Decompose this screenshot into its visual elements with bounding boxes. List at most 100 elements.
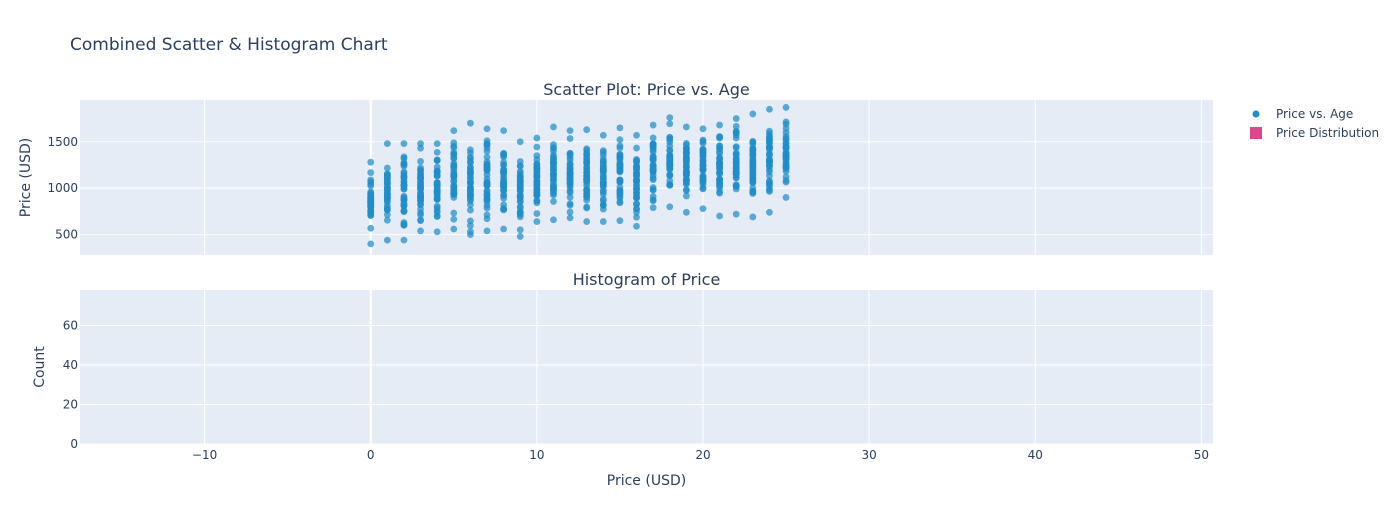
scatter-point	[716, 168, 723, 176]
scatter-point	[383, 216, 391, 224]
scatter-point	[550, 191, 557, 199]
scatter-point	[433, 182, 441, 190]
scatter-point	[533, 179, 541, 187]
scatter-point	[533, 197, 541, 204]
scatter-point	[566, 172, 574, 180]
histogram-y-tick-label: 40	[63, 358, 78, 372]
legend-item-histogram[interactable]: Price Distribution	[1250, 126, 1379, 140]
scatter-point	[433, 156, 441, 164]
scatter-point	[782, 177, 790, 184]
scatter-point	[483, 125, 491, 133]
scatter-point	[566, 193, 574, 201]
legend-scatter-marker	[1252, 110, 1260, 118]
scatter-point	[599, 172, 607, 180]
scatter-point	[566, 187, 574, 195]
scatter-point	[732, 144, 740, 152]
scatter-point	[633, 131, 640, 139]
scatter-point	[433, 148, 441, 156]
scatter-point	[516, 203, 524, 211]
legend-histogram-marker	[1250, 127, 1262, 139]
scatter-point	[666, 203, 674, 211]
scatter-point	[550, 145, 557, 152]
scatter-point	[782, 164, 790, 171]
scatter-point	[483, 190, 491, 198]
scatter-point	[400, 182, 408, 190]
scatter-point	[400, 154, 408, 162]
histogram-gridlines	[80, 290, 1213, 445]
scatter-point	[467, 119, 474, 127]
scatter-point	[483, 153, 491, 161]
scatter-point	[450, 162, 458, 170]
scatter-point	[599, 186, 607, 194]
scatter-y-tick-label: 500	[55, 228, 78, 242]
scatter-point	[766, 134, 773, 141]
scatter-point	[682, 123, 690, 131]
scatter-point	[666, 161, 674, 169]
scatter-point	[467, 222, 474, 230]
scatter-point	[433, 140, 441, 148]
scatter-point	[599, 158, 607, 166]
scatter-point	[649, 134, 657, 142]
scatter-point	[417, 189, 424, 197]
scatter-point	[450, 139, 458, 147]
scatter-point	[400, 206, 408, 214]
scatter-point	[467, 185, 474, 193]
chart-title: Combined Scatter & Histogram Chart	[70, 35, 388, 55]
scatter-point	[550, 176, 557, 183]
scatter-point	[450, 127, 458, 135]
scatter-point	[732, 182, 740, 190]
x-tick-label: 50	[1194, 448, 1209, 462]
scatter-point	[682, 147, 690, 155]
scatter-point	[533, 210, 541, 217]
scatter-point	[782, 104, 790, 111]
scatter-point	[616, 124, 624, 132]
x-axis-label: Price (USD)	[607, 473, 686, 489]
scatter-point	[699, 161, 707, 169]
scatter-point	[417, 144, 424, 152]
scatter-point	[450, 188, 458, 196]
scatter-point	[666, 147, 674, 155]
scatter-point	[732, 122, 740, 130]
scatter-point	[467, 217, 474, 225]
scatter-point	[682, 186, 690, 193]
legend-item-scatter[interactable]: Price vs. Age	[1252, 107, 1354, 121]
scatter-point	[649, 154, 657, 162]
histogram-y-tick-label: 60	[63, 319, 78, 333]
scatter-point	[550, 198, 557, 205]
scatter-point	[417, 227, 424, 235]
histogram-subplot-title: Histogram of Price	[573, 270, 721, 289]
scatter-point	[766, 188, 773, 195]
scatter-point	[583, 166, 591, 174]
x-tick-label: 10	[529, 448, 544, 462]
scatter-point	[450, 176, 458, 184]
x-tick-label: 0	[367, 448, 375, 462]
scatter-point	[450, 144, 458, 151]
scatter-point	[483, 215, 491, 223]
scatter-point	[566, 135, 574, 142]
scatter-point	[716, 121, 723, 129]
scatter-point	[467, 228, 474, 236]
scatter-point	[400, 220, 408, 228]
scatter-point	[616, 136, 624, 144]
scatter-point	[500, 206, 508, 214]
scatter-point	[566, 127, 574, 135]
scatter-point	[367, 182, 375, 190]
scatter-point	[383, 236, 391, 244]
scatter-point	[450, 194, 458, 201]
scatter-point	[766, 208, 773, 216]
scatter-y-tick-label: 1500	[47, 135, 78, 149]
scatter-points	[367, 104, 790, 248]
scatter-point	[666, 114, 674, 122]
scatter-point	[699, 205, 707, 212]
scatter-point	[633, 194, 640, 202]
histogram-y-tick-label: 20	[63, 398, 78, 412]
scatter-point	[417, 217, 424, 225]
scatter-point	[566, 214, 574, 222]
scatter-point	[583, 150, 591, 158]
scatter-point	[533, 143, 541, 151]
scatter-point	[616, 183, 624, 191]
scatter-point	[599, 147, 607, 155]
scatter-y-axis-label: Price (USD)	[18, 138, 34, 217]
scatter-point	[367, 158, 375, 166]
